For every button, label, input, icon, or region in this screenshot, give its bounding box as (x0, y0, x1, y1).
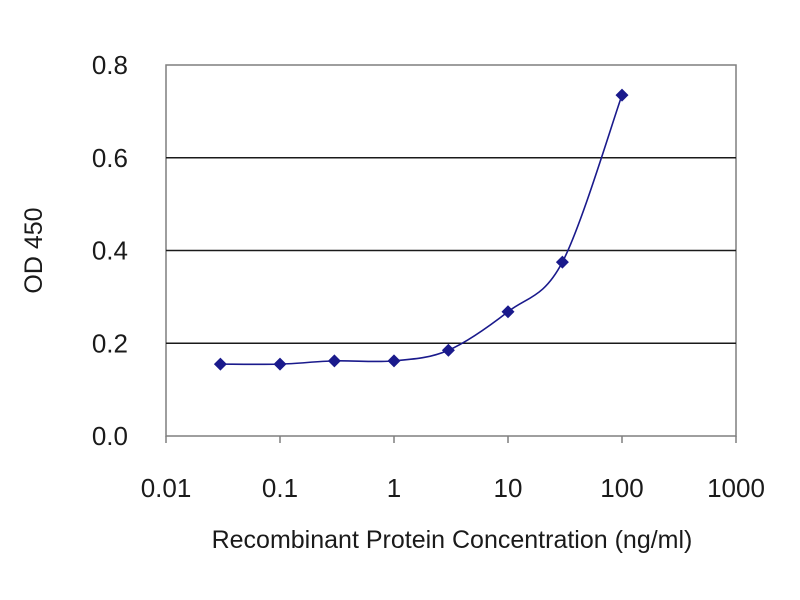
data-point (615, 88, 629, 102)
x-tick-label: 0.01 (141, 473, 192, 503)
data-point (555, 255, 569, 269)
y-tick-label: 0.4 (92, 236, 128, 266)
x-tick-label: 1000 (707, 473, 765, 503)
gridlines (166, 156, 736, 345)
x-tick-label: 1 (387, 473, 401, 503)
data-point (273, 357, 287, 371)
x-tick-label: 100 (600, 473, 643, 503)
x-tick-label: 10 (494, 473, 523, 503)
y-tick-label: 0.0 (92, 421, 128, 451)
y-axis-title: OD 450 (20, 207, 48, 293)
x-tick-label: 0.1 (262, 473, 298, 503)
x-axis-ticks (165, 436, 737, 443)
y-axis-tick-labels: 0.0 0.2 0.4 0.6 0.8 (92, 50, 128, 451)
y-tick-label: 0.8 (92, 50, 128, 80)
data-point (213, 357, 227, 371)
x-axis-title: Recombinant Protein Concentration (ng/ml… (212, 526, 693, 554)
y-tick-label: 0.2 (92, 328, 128, 358)
series-markers (213, 88, 629, 371)
data-point (441, 343, 455, 357)
x-axis-tick-labels: 0.01 0.1 1 10 100 1000 (141, 473, 765, 503)
data-point (387, 354, 401, 368)
data-point (327, 354, 341, 368)
y-tick-label: 0.6 (92, 143, 128, 173)
data-point (501, 305, 515, 319)
